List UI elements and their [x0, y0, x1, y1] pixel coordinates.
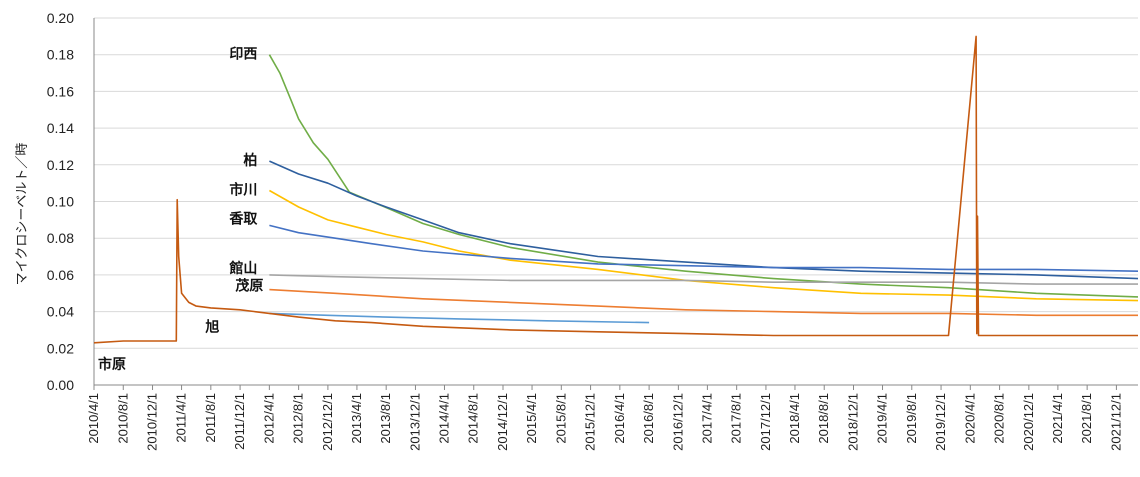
x-tick-label: 2016/12/1 — [670, 393, 685, 451]
x-tick-label: 2017/12/1 — [758, 393, 773, 451]
series-label: 旭 — [204, 318, 219, 335]
series-label: 館山 — [228, 260, 257, 277]
x-tick-label: 2016/4/1 — [612, 393, 627, 444]
y-tick-label: 0.20 — [47, 10, 74, 26]
y-tick-label: 0.18 — [47, 47, 74, 63]
x-tick-label: 2019/12/1 — [933, 393, 948, 451]
y-tick-label: 0.08 — [47, 230, 74, 246]
x-tick-label: 2021/4/1 — [1050, 393, 1065, 444]
series-label: 茂原 — [235, 278, 263, 295]
series-label: 香取 — [228, 210, 258, 227]
series-label: 市原 — [98, 356, 126, 373]
x-tick-label: 2014/12/1 — [495, 393, 510, 451]
x-tick-label: 2016/8/1 — [641, 393, 656, 444]
series-line — [268, 54, 1139, 298]
y-axis-label: マイクロシーベルト／時 — [15, 143, 30, 286]
series-line — [269, 189, 1139, 302]
y-tick-label: 0.14 — [47, 120, 74, 136]
y-tick-label: 0.12 — [47, 157, 74, 173]
x-tick-label: 2010/4/1 — [86, 393, 101, 444]
series-line — [269, 224, 1139, 272]
x-tick-label: 2010/12/1 — [145, 393, 160, 451]
x-tick-label: 2013/12/1 — [407, 393, 422, 451]
x-tick-label: 2014/8/1 — [466, 393, 481, 444]
x-tick-label: 2018/12/1 — [845, 393, 860, 451]
x-tick-label: 2013/4/1 — [349, 393, 364, 444]
series-label: 柏 — [243, 152, 257, 169]
x-tick-label: 2019/4/1 — [875, 393, 890, 444]
x-tick-label: 2021/12/1 — [1108, 393, 1123, 451]
series-lines — [93, 35, 1139, 344]
x-tick-label: 2020/8/1 — [992, 393, 1007, 444]
x-tick-label: 2011/8/1 — [203, 393, 218, 443]
x-tick-label: 2021/8/1 — [1079, 393, 1094, 444]
x-tick-label: 2019/8/1 — [904, 393, 919, 444]
x-tick-label: 2017/8/1 — [729, 393, 744, 444]
series-label: 市川 — [229, 181, 257, 198]
x-tick-label: 2015/8/1 — [553, 393, 568, 444]
x-tick-label: 2017/4/1 — [699, 393, 714, 444]
x-tick-label: 2015/12/1 — [583, 393, 598, 451]
series-line — [269, 312, 650, 324]
series-line — [269, 160, 1139, 280]
x-axis-ticks: 2010/4/1 2010/8/1 2010/12/1 2011/4/1 2011/8/… — [86, 385, 1123, 451]
x-tick-label: 2018/4/1 — [787, 393, 802, 444]
x-tick-label: 2018/8/1 — [816, 393, 831, 444]
series-label: 印西 — [229, 46, 257, 63]
x-tick-label: 2020/4/1 — [962, 393, 977, 444]
x-tick-label: 2011/4/1 — [174, 393, 189, 443]
y-tick-label: 0.02 — [47, 340, 74, 356]
y-tick-label: 0.00 — [47, 377, 74, 393]
x-tick-label: 2010/8/1 — [115, 393, 130, 444]
x-tick-label: 2012/12/1 — [320, 393, 335, 451]
x-tick-label: 2011/12/1 — [232, 393, 247, 450]
x-tick-label: 2020/12/1 — [1021, 393, 1036, 451]
series-line — [269, 274, 1138, 285]
x-tick-label: 2012/4/1 — [261, 393, 276, 444]
y-tick-label: 0.10 — [47, 194, 74, 210]
x-tick-label: 2012/8/1 — [291, 393, 306, 444]
y-tick-label: 0.16 — [47, 83, 74, 99]
x-tick-label: 2015/4/1 — [524, 393, 539, 444]
gridlines — [93, 17, 1138, 386]
series-line — [93, 35, 1138, 344]
y-tick-label: 0.06 — [47, 267, 74, 283]
x-tick-label: 2014/4/1 — [436, 393, 451, 444]
x-tick-label: 2013/8/1 — [378, 393, 393, 444]
y-axis-ticks: 0.00 0.02 0.04 0.06 0.08 0.10 0.12 0.14 0.16 0.18… — [47, 10, 74, 393]
y-tick-label: 0.04 — [47, 304, 74, 320]
